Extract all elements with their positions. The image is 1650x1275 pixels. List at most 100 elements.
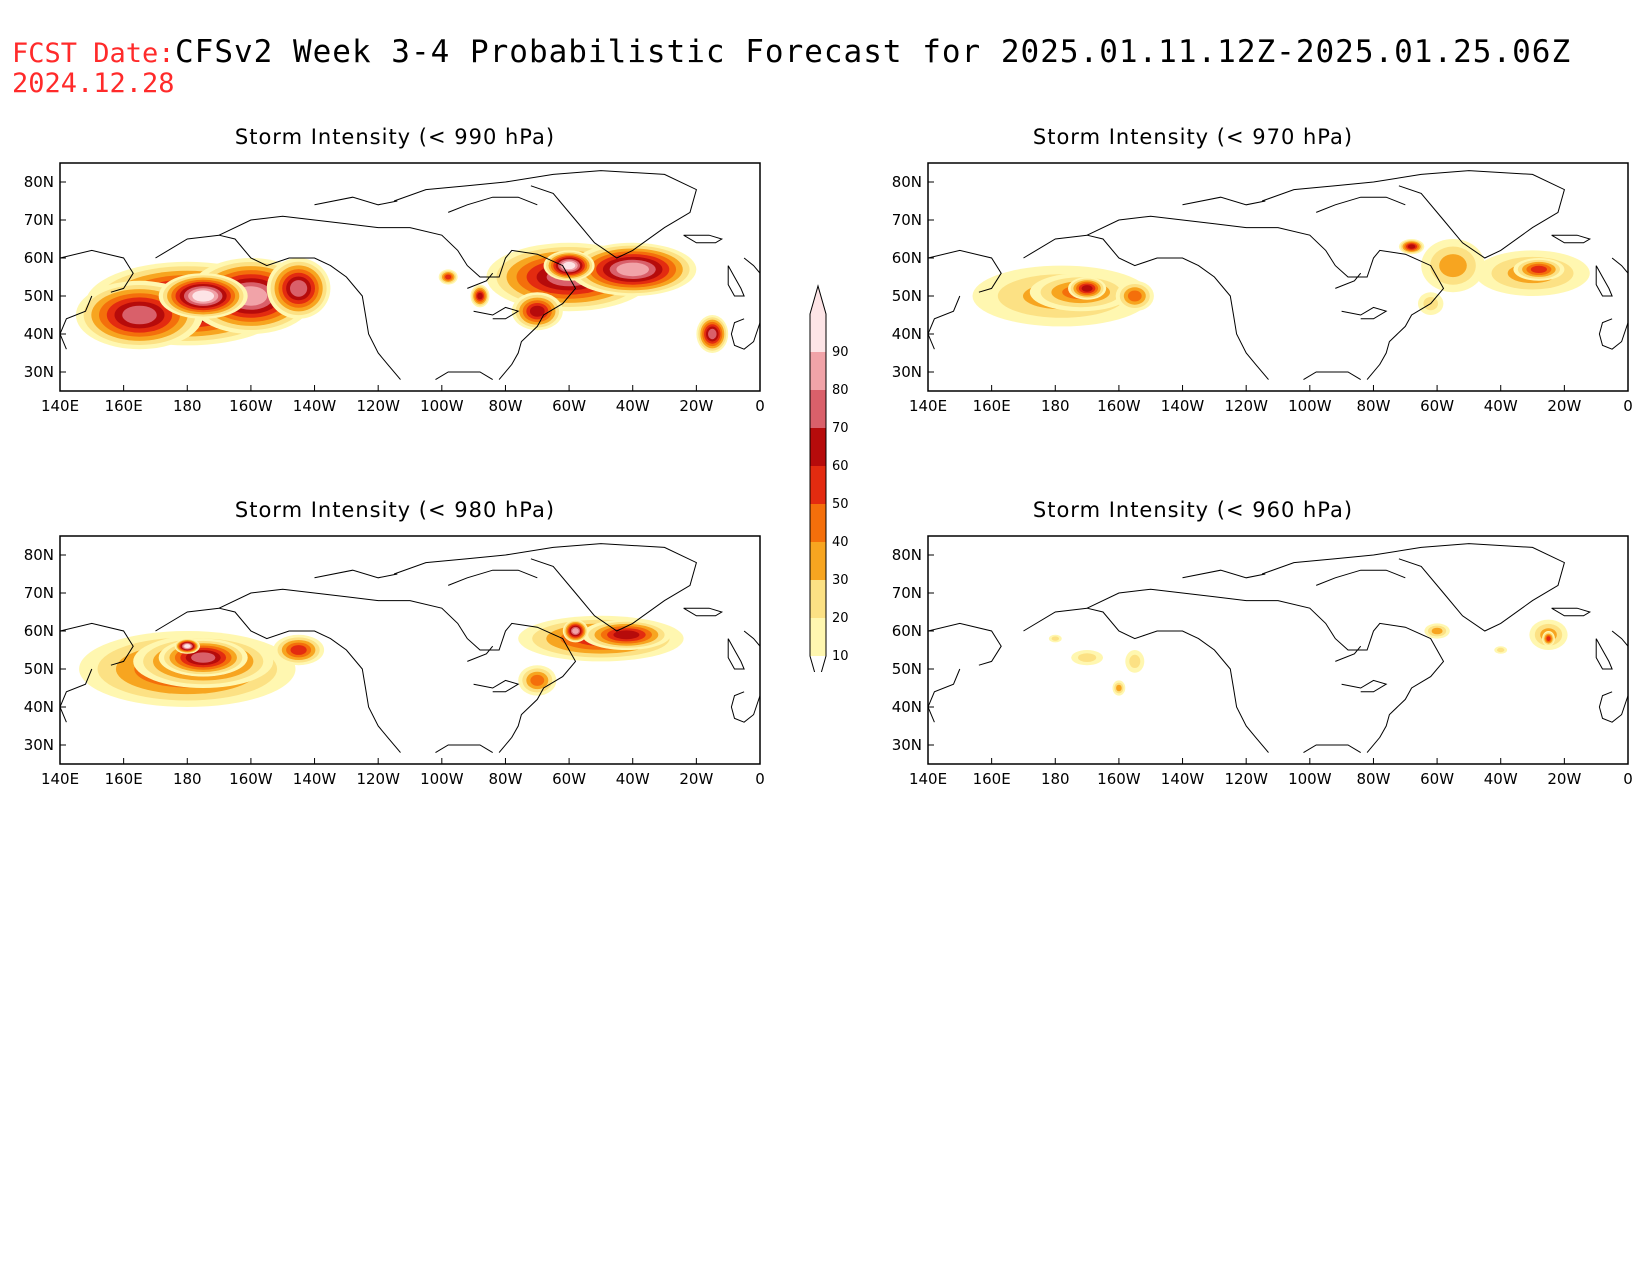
lat-tick-label: 80N	[892, 173, 922, 191]
lat-tick-label: 40N	[892, 325, 922, 343]
coastline	[730, 691, 760, 723]
probability-contour	[1546, 636, 1551, 641]
lon-tick-label: 80W	[488, 397, 522, 415]
lon-tick-label: 180	[1041, 397, 1070, 415]
lon-tick-label: 80W	[1356, 397, 1390, 415]
lon-tick-label: 160E	[973, 770, 1011, 788]
colorbar-label: 80	[832, 383, 849, 398]
lat-tick-label: 30N	[24, 736, 54, 754]
lon-tick-label: 180	[173, 770, 202, 788]
lat-tick-label: 50N	[892, 660, 922, 678]
coastline	[60, 668, 93, 723]
coastline	[1023, 234, 1269, 380]
probability-contour	[1439, 254, 1467, 278]
forecast-field	[972, 239, 1590, 327]
probability-contour	[708, 328, 717, 340]
coastline	[314, 569, 398, 579]
lon-tick-label: 140E	[41, 770, 79, 788]
colorbar-swatch	[810, 314, 826, 352]
coastline	[60, 622, 134, 666]
probability-contour	[530, 674, 545, 686]
colorbar-label: 10	[832, 649, 849, 664]
colorbar-swatch	[810, 542, 826, 580]
lon-tick-label: 120W	[356, 770, 400, 788]
lon-tick-label: 0	[755, 397, 765, 415]
lon-tick-label: 140W	[293, 770, 337, 788]
probability-contour	[616, 262, 649, 277]
map-panel-990: Storm Intensity (< 990 hPa) 140E 160E 180 1…	[0, 125, 765, 435]
lat-tick-label: 70N	[892, 584, 922, 602]
lat-tick-label: 40N	[892, 698, 922, 716]
lon-tick-label: 60W	[552, 770, 586, 788]
probability-contour	[192, 290, 215, 302]
lon-tick-label: 160W	[229, 770, 273, 788]
lat-tick-label: 50N	[892, 287, 922, 305]
coastline	[218, 588, 577, 753]
coastline	[435, 744, 493, 754]
coastline	[314, 196, 398, 206]
probability-contour	[1497, 647, 1505, 653]
lon-tick-label: 60W	[552, 397, 586, 415]
lat-tick-label: 30N	[24, 363, 54, 381]
coastline	[155, 607, 401, 753]
coastline	[1551, 607, 1592, 617]
lat-tick-label: 60N	[24, 622, 54, 640]
lon-tick-label: 20W	[1547, 770, 1581, 788]
map-frame	[927, 535, 1629, 765]
lon-tick-label: 0	[755, 770, 765, 788]
coastlines	[60, 543, 760, 754]
coastline	[467, 272, 494, 289]
map-panel-970: Storm Intensity (< 970 hPa) 140E 160E 180 1…	[868, 125, 1633, 435]
probability-contour	[529, 305, 545, 317]
coastline	[727, 265, 745, 297]
lon-tick-label: 160E	[105, 770, 143, 788]
lon-tick-label: 140W	[1161, 397, 1205, 415]
lon-tick-label: 140E	[909, 770, 947, 788]
probability-contour	[1431, 627, 1443, 635]
probability-contour	[122, 305, 157, 325]
panel-title: Storm Intensity (< 960 hPa)	[1032, 498, 1354, 522]
probability-contour	[477, 292, 483, 300]
lon-tick-label: 160E	[105, 397, 143, 415]
lon-tick-label: 60W	[1420, 397, 1454, 415]
forecast-field	[79, 615, 684, 707]
colorbar-label: 50	[832, 497, 849, 512]
colorbar-label: 30	[832, 573, 849, 588]
lat-tick-label: 30N	[892, 736, 922, 754]
lon-tick-label: 140E	[909, 397, 947, 415]
forecast-field	[1048, 619, 1568, 696]
lat-tick-label: 70N	[892, 211, 922, 229]
coastline	[928, 295, 961, 350]
coastline	[730, 318, 760, 350]
colorbar-label: 70	[832, 421, 849, 436]
coastline	[60, 295, 93, 350]
coastline	[683, 607, 724, 617]
coastline	[448, 196, 538, 213]
lon-tick-label: 120W	[1224, 770, 1268, 788]
coastline	[218, 215, 577, 380]
coastlines	[928, 543, 1628, 754]
coastline	[473, 679, 520, 693]
map-frame	[927, 162, 1629, 392]
coastline	[928, 622, 1002, 666]
lat-tick-label: 70N	[24, 211, 54, 229]
coastline	[727, 638, 745, 670]
probability-contour	[613, 630, 640, 640]
coastline	[1261, 170, 1565, 259]
lon-tick-label: 40W	[1484, 397, 1518, 415]
colorbar-swatch	[810, 352, 826, 390]
colorbar-swatch	[810, 390, 826, 428]
lon-tick-label: 100W	[420, 397, 464, 415]
coastline	[743, 630, 760, 647]
lon-tick-label: 180	[173, 397, 202, 415]
lat-tick-label: 60N	[24, 249, 54, 267]
coastline	[928, 668, 961, 723]
map-plot: 140E 160E 180 160W 140W 120W 100W 80W 60W 40W 20W 0…	[24, 162, 765, 415]
coastline	[1086, 588, 1445, 753]
probability-contour	[572, 628, 579, 634]
lon-tick-label: 20W	[679, 397, 713, 415]
lon-tick-label: 60W	[1420, 770, 1454, 788]
colorbar: 10 20 30 40 50 60 70 80 90	[809, 284, 849, 672]
map-plot: 140E 160E 180 160W 140W 120W 100W 80W 60W 40W 20W 0…	[892, 162, 1633, 415]
lon-tick-label: 100W	[420, 770, 464, 788]
